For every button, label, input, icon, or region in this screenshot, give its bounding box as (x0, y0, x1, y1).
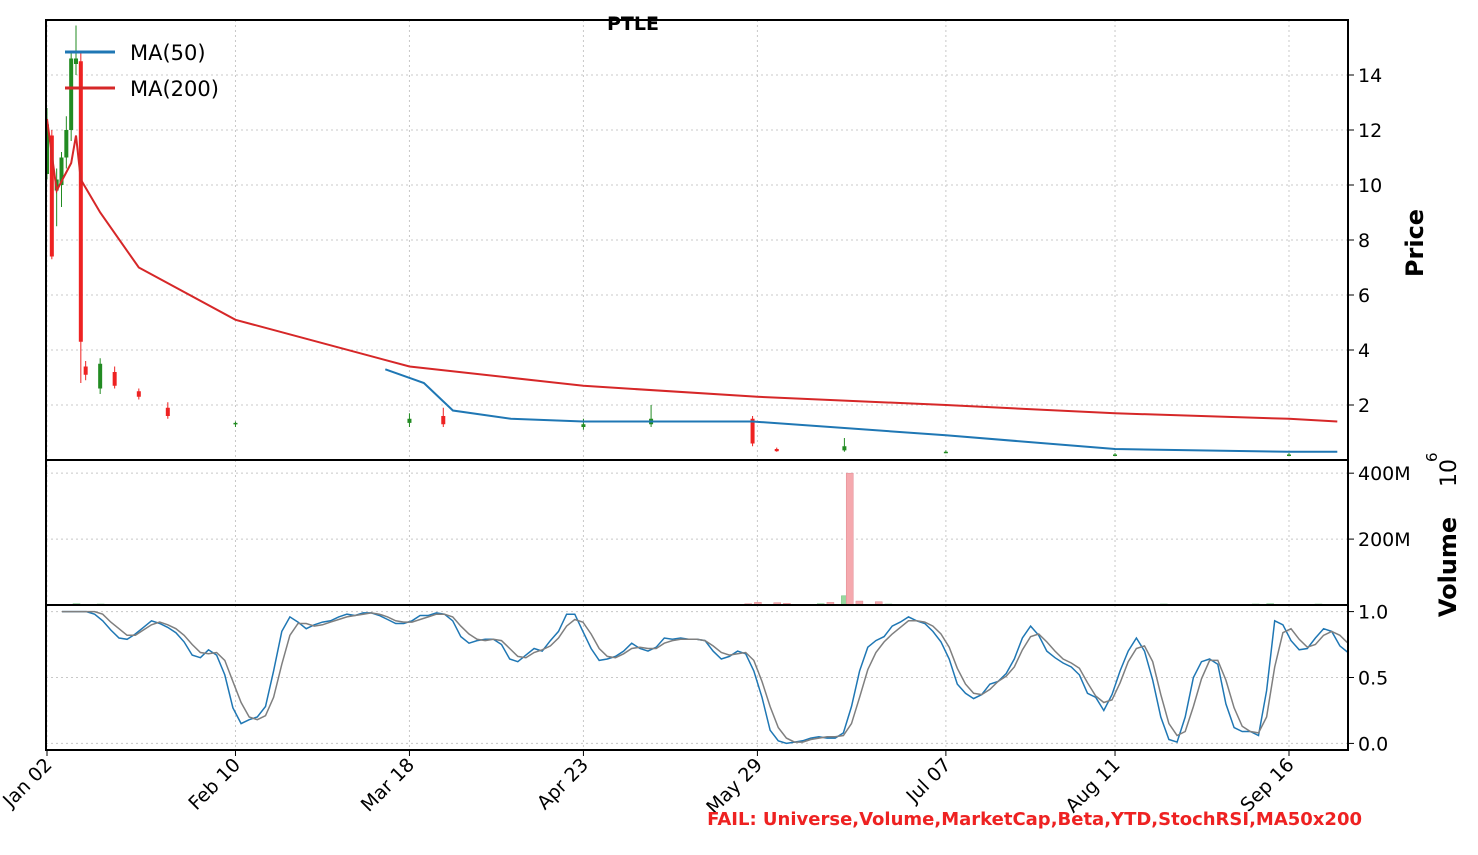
candle-body (1113, 454, 1118, 456)
stochrsi-layer (62, 610, 1349, 745)
volume-axis-title: Volume (1434, 517, 1462, 617)
candle-body (441, 416, 446, 425)
candle-body (112, 372, 117, 386)
candle-body (842, 446, 847, 451)
price-tick-label: 8 (1358, 230, 1370, 252)
candle-body (407, 418, 412, 423)
candle-body (69, 58, 74, 130)
ma200-line (46, 118, 1338, 423)
x-tick-label: Aug 11 (1061, 754, 1124, 817)
legend-ma50-label: MA(50) (130, 41, 206, 65)
volume-bar (845, 472, 854, 606)
x-tick-label: Apr 23 (533, 754, 593, 814)
price-tick-label: 12 (1358, 120, 1382, 142)
x-tick-label: Sep 16 (1236, 754, 1298, 816)
candle-body (59, 157, 64, 185)
volume-exponent-power: 6 (1423, 452, 1441, 462)
grid-layer (46, 20, 1348, 750)
candle-body (774, 449, 779, 452)
legend-ma200-label: MA(200) (130, 77, 219, 101)
candle-body (64, 130, 69, 158)
ticks-layer: Jan 02 Feb 10 Mar 18 Apr 23 May 29 Jul 07 Aug … (0, 65, 1411, 819)
x-tick-label: Mar 18 (357, 754, 419, 816)
volume-panel-frame (45, 459, 1349, 606)
candle-body (943, 451, 948, 454)
stochrsi-k-line (62, 610, 1349, 745)
moving-averages-layer (46, 118, 1338, 453)
candle-body (1287, 454, 1291, 456)
volume-tick-label: 400M (1358, 463, 1411, 485)
candle-body (78, 61, 83, 342)
price-tick-label: 14 (1358, 65, 1382, 87)
candle-body (98, 363, 103, 389)
chart-title: PTLE (607, 13, 659, 35)
price-tick-label: 10 (1358, 175, 1382, 197)
fail-annotation: FAIL: Universe,Volume,MarketCap,Beta,YTD… (707, 809, 1362, 830)
candle-body (233, 422, 238, 425)
candle-body (73, 58, 78, 64)
candle-body (49, 135, 54, 257)
volume-exponent-base: 10 (1437, 459, 1462, 487)
candle-body (165, 407, 170, 416)
volume-tick-label: 200M (1358, 529, 1411, 551)
candle-body (581, 424, 586, 427)
x-tick-label: Jan 02 (0, 754, 57, 812)
price-tick-label: 4 (1358, 340, 1370, 362)
x-tick-label: Jul 07 (902, 754, 956, 808)
price-tick-label: 6 (1358, 285, 1370, 307)
stochrsi-tick-label: 0.0 (1358, 733, 1388, 755)
price-tick-label: 2 (1358, 395, 1370, 417)
ma50-line (384, 368, 1338, 453)
stochrsi-d-line (62, 610, 1349, 743)
price-axis-title: Price (1401, 209, 1429, 277)
stochrsi-tick-label: 1.0 (1358, 602, 1388, 624)
candle-body (750, 418, 755, 444)
stochrsi-tick-label: 0.5 (1358, 668, 1388, 690)
legend: MA(50) MA(200) (65, 41, 219, 101)
x-tick-label: Feb 10 (184, 754, 245, 815)
candle-body (136, 391, 141, 397)
candle-body (83, 366, 88, 375)
volume-exponent: 10 6 (1423, 452, 1462, 487)
